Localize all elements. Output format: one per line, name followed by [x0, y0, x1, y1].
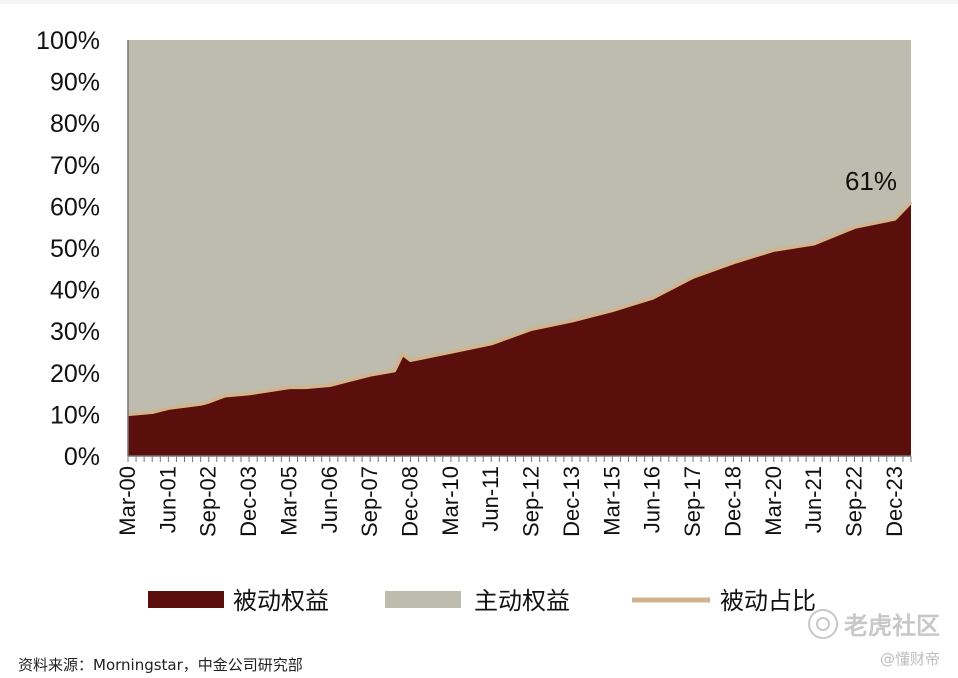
x-tick-label: Sep-17 [680, 466, 705, 537]
y-tick-label: 90% [50, 69, 100, 97]
legend-swatch [385, 591, 461, 608]
watermark-author: @懂财帝 [879, 650, 940, 668]
x-tick-label: Sep-02 [196, 466, 221, 537]
passive-equity-area [128, 202, 911, 456]
passive-share-line [127, 200, 913, 417]
x-tick-label: Sep-22 [841, 466, 866, 537]
legend-label: 主动权益 [474, 587, 570, 615]
y-tick-label: 100% [36, 27, 100, 55]
x-tick-label: Dec-08 [398, 466, 423, 537]
watermark-brand: 老虎社区 [844, 612, 940, 640]
x-tick-label: Dec-13 [559, 466, 584, 537]
x-tick-label: Dec-18 [720, 466, 745, 537]
y-tick-label: 60% [50, 193, 100, 221]
legend-swatch [148, 591, 224, 608]
top-divider [0, 0, 958, 4]
x-tick-label: Dec-23 [882, 466, 907, 537]
y-tick-label: 80% [50, 110, 100, 138]
y-tick-label: 50% [50, 235, 100, 263]
x-tick-label: Mar-05 [276, 466, 301, 536]
x-tick-label: Sep-07 [357, 466, 382, 537]
x-tick-label: Dec-03 [236, 466, 261, 537]
legend-label: 被动占比 [720, 587, 816, 615]
x-tick-label: Jun-11 [478, 466, 503, 532]
end-value-annotation: 61% [845, 166, 897, 196]
passive-share-area-chart: 0% 10% 20% 30% 40% 50% 60% 70% 80% 90% 100% Mar-00… [36, 27, 913, 615]
watermark-logo-icon [808, 608, 838, 639]
x-tick-label: Jun-16 [640, 466, 665, 533]
x-tick-label: Mar-20 [761, 466, 786, 536]
y-tick-label: 0% [64, 443, 100, 471]
y-tick-label: 40% [50, 277, 100, 305]
watermark: 老虎社区 [808, 606, 940, 641]
x-tick-label: Mar-00 [115, 466, 140, 536]
x-tick-label: Jun-06 [317, 466, 342, 533]
x-tick-label: Jun-01 [155, 466, 180, 533]
y-tick-label: 70% [50, 152, 100, 180]
y-tick-label: 10% [50, 401, 100, 429]
x-tick-label: Mar-15 [599, 466, 624, 536]
source-note: 资料来源：Morningstar，中金公司研究部 [18, 656, 303, 674]
x-tick-label: Mar-10 [438, 466, 463, 536]
x-tick-label: Sep-12 [519, 466, 544, 537]
y-tick-label: 30% [50, 318, 100, 346]
legend-label: 被动权益 [233, 587, 329, 615]
y-tick-label: 20% [50, 360, 100, 388]
x-tick-label: Jun-21 [801, 466, 826, 533]
